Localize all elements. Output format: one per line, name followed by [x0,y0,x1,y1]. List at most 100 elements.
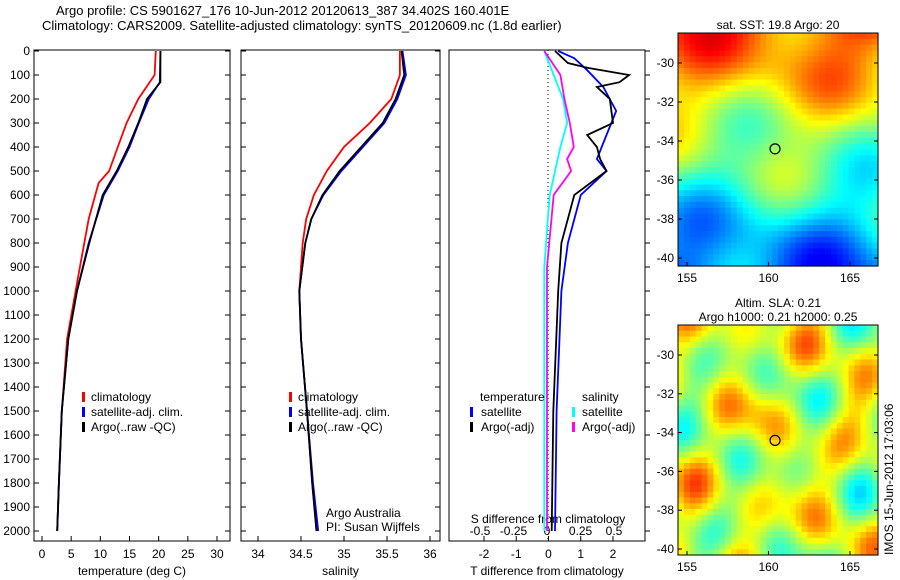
x2-tick-label: -0.25 [500,524,528,538]
series-line-s-argo-adj- [543,50,575,531]
x-tick-label: 35.5 [375,547,399,561]
y-tick-label: 1200 [3,332,30,346]
y-tick-label: 500 [10,164,30,178]
y-tick-label: -40 [657,251,675,265]
y-tick-label: -38 [657,212,675,226]
legend-swatch [82,407,85,417]
y-tick-label: -34 [657,426,675,440]
legend-label: salinity [582,390,619,404]
x-tick-label: 20 [152,547,166,561]
x-tick-label: 155 [677,560,697,574]
legend-label: Argo(-adj) [481,420,534,434]
legend-label: climatology [91,390,151,404]
legend-swatch [289,422,292,432]
x-tick-label: 30 [210,547,224,561]
y-tick-label: 200 [10,92,30,106]
y-tick-label: 600 [10,188,30,202]
y-tick-label: 1400 [3,380,30,394]
x2-axis-label: S difference from climatology [471,512,626,526]
timestamp-stamp: IMOS 15-Jun-2012 17:03:06 [882,403,896,555]
y-tick-label: 800 [10,236,30,250]
legend-swatch [289,407,292,417]
legend-label: satellite-adj. clim. [298,405,390,419]
title-line2: Climatology: CARS2009. Satellite-adjuste… [42,18,562,33]
y-tick-label: -32 [657,95,675,109]
map-title: Argo h1000: 0.21 h2000: 0.25 [699,310,858,324]
legend-label: temperature [480,390,545,404]
y-tick-label: 1800 [3,476,30,490]
x-tick-label: 165 [840,560,860,574]
y-tick-label: 1900 [3,500,30,514]
legend-label: satellite [582,405,623,419]
x2-tick-label: -0.5 [470,524,491,538]
map-frame [677,324,879,556]
series-line-argo-raw-qc- [56,51,162,532]
series-line-t-satellite [554,50,618,532]
y-tick-label: 1300 [3,356,30,370]
y-tick-label: 400 [10,140,30,154]
y-tick-label: 1100 [4,308,30,322]
x-tick-label: 5 [68,547,75,561]
x-tick-label: 25 [181,547,195,561]
legend-label: climatology [298,390,358,404]
x-tick-label: 160 [758,560,778,574]
legend-swatch [470,407,473,417]
legend-label: satellite [481,405,522,419]
legend-swatch [572,407,575,417]
legend-swatch [82,392,85,402]
x-tick-label: -1 [511,547,522,561]
legend-label: Argo(..raw -QC) [91,420,176,434]
x-axis-label: T difference from climatology [470,564,624,578]
y-tick-label: 900 [10,260,30,274]
legend-swatch [82,422,85,432]
x-tick-label: 0 [39,547,46,561]
y-tick-label: 100 [10,68,30,82]
argo-position-marker [769,434,781,446]
legend-label: Argo(-adj) [582,420,635,434]
axes-frame-temperature [33,49,231,542]
legend-swatch [572,422,575,432]
heatmap-cells-sla_map [678,325,879,556]
x-tick-label: 160 [758,271,778,285]
argo-position-marker [769,143,781,155]
x-tick-label: 2 [610,547,617,561]
y-tick-label: 1700 [3,452,30,466]
series-line-argo-raw-qc- [298,50,406,532]
legend-swatch [289,392,292,402]
x-tick-label: 10 [94,547,108,561]
x-tick-label: 1 [577,547,584,561]
x-axis-label: salinity [322,564,359,578]
legend-label: Argo(..raw -QC) [298,420,383,434]
x2-tick-label: 0.5 [606,524,623,538]
x-tick-label: 155 [677,271,697,285]
x2-tick-label: 0.25 [569,524,593,538]
annotation-text: PI: Susan Wijffels [326,520,420,534]
y-tick-label: -38 [657,503,675,517]
series-line-t-argo-adj- [550,50,632,532]
y-tick-label: 2000 [3,524,30,538]
x-tick-label: 0 [545,547,552,561]
legend-label: satellite-adj. clim. [91,405,183,419]
map-title: sat. SST: 19.8 Argo: 20 [717,18,840,32]
y-tick-label: -36 [657,173,675,187]
y-tick-label: 1500 [3,404,30,418]
y-tick-label: -30 [657,56,675,70]
x-tick-label: 165 [840,271,860,285]
map-frame [677,32,879,267]
annotation-text: Argo Australia [326,506,401,520]
y-tick-label: -30 [657,348,675,362]
y-tick-label: -32 [657,387,675,401]
series-line-s-satellite [543,50,569,531]
heatmap-cells-sst_map [678,33,879,267]
y-tick-label: -34 [657,134,675,148]
x-tick-label: 34.5 [289,547,313,561]
y-tick-label: -36 [657,464,675,478]
axes-frame-salinity [240,49,441,542]
map-title: Altim. SLA: 0.21 [735,296,821,310]
x-tick-label: 15 [123,547,137,561]
y-tick-label: 300 [10,116,30,130]
title-line1: Argo profile: CS 5901627_176 10-Jun-2012… [56,3,510,18]
y-tick-label: 0 [23,44,30,58]
